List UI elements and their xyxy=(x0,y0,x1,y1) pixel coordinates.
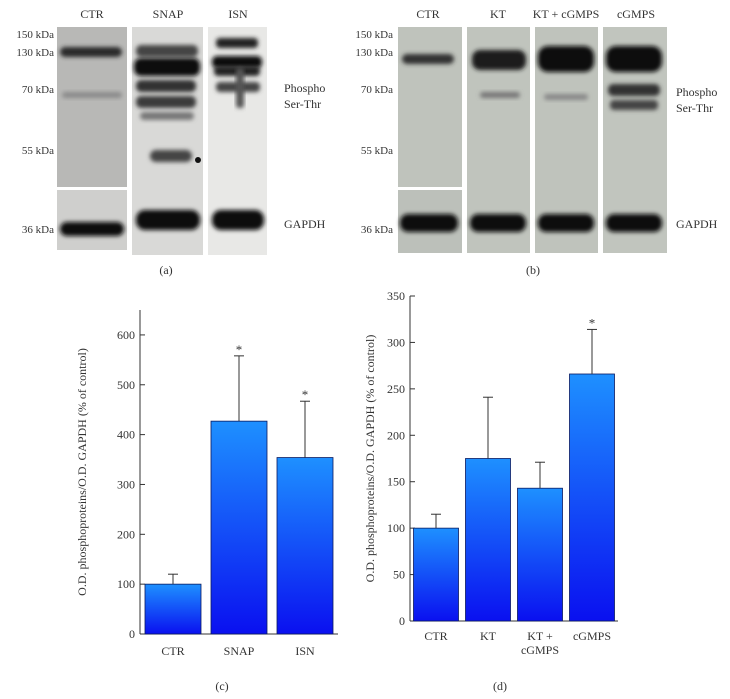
band-kt-b-70 xyxy=(480,92,520,98)
category-label-d-3: cGMPS xyxy=(573,629,611,643)
y-tick-label-d-3: 150 xyxy=(387,475,405,489)
band-ctr-70 xyxy=(62,92,122,98)
kda-label-150-b: 150 kDa xyxy=(355,29,393,41)
band-ctr-130 xyxy=(60,47,122,57)
kda-label-55-a: 55 kDa xyxy=(22,145,54,157)
bar-chart-d: 0 50 100 150 200 250 300 350 O.D. phosphoprotein… xyxy=(363,289,618,693)
category-label-c-2: ISN xyxy=(295,644,315,658)
band-snap-gapdh xyxy=(136,210,200,230)
y-tick-label-c-6: 600 xyxy=(117,328,135,342)
bar-d-1 xyxy=(465,458,511,622)
bar-c-2 xyxy=(276,457,334,635)
kda-label-55-b: 55 kDa xyxy=(361,145,393,157)
kda-label-36-a: 36 kDa xyxy=(22,224,54,236)
band-snap-65 xyxy=(140,112,194,120)
band-isn-smear xyxy=(236,68,244,108)
band-cgmps-b-gapdh xyxy=(606,214,662,232)
panel-label-c: (c) xyxy=(215,679,228,693)
ser-thr-label-b: Ser-Thr xyxy=(676,101,713,115)
kda-label-150-a: 150 kDa xyxy=(16,29,54,41)
band-kt-b-gapdh xyxy=(470,214,526,232)
significance-mark-c-2: * xyxy=(302,387,309,402)
bar-d-2 xyxy=(517,487,563,622)
band-ctr-b-gapdh xyxy=(400,214,458,232)
y-tick-label-d-1: 50 xyxy=(393,568,405,582)
y-tick-label-c-2: 200 xyxy=(117,527,135,541)
band-snap-130 xyxy=(134,58,200,76)
y-tick-label-d-0: 0 xyxy=(399,614,405,628)
y-tick-label-d-7: 350 xyxy=(387,289,405,303)
lane-label-cgmps-b: cGMPS xyxy=(617,7,655,21)
y-tick-label-c-5: 500 xyxy=(117,378,135,392)
kda-label-36-b: 36 kDa xyxy=(361,224,393,236)
panel-label-d: (d) xyxy=(493,679,507,693)
significance-mark-d-3: * xyxy=(589,315,596,330)
y-tick-label-d-4: 200 xyxy=(387,428,405,442)
y-tick-label-c-0: 0 xyxy=(129,627,135,641)
band-ktcgmps-b-130 xyxy=(538,46,594,72)
ser-thr-label-a: Ser-Thr xyxy=(284,97,321,111)
lane-label-ctr-a: CTR xyxy=(80,7,103,21)
blot-spot xyxy=(195,157,201,163)
bar-c-0 xyxy=(144,583,202,635)
lane-label-kt-b: KT xyxy=(490,7,507,21)
band-snap-70 xyxy=(136,96,196,108)
category-label-d-1: KT xyxy=(480,629,497,643)
band-ctr-b-130 xyxy=(402,54,454,64)
panel-label-a: (a) xyxy=(159,263,172,277)
gapdh-label-b: GAPDH xyxy=(676,217,718,231)
category-label-c-0: CTR xyxy=(161,644,184,658)
band-kt-b-130 xyxy=(472,50,526,70)
lane-label-ktcgmps-b: KT + cGMPS xyxy=(533,7,600,21)
panel-label-b: (b) xyxy=(526,263,540,277)
band-snap-90 xyxy=(136,80,196,92)
band-cgmps-b-80 xyxy=(608,84,660,96)
band-ctr-gapdh xyxy=(60,222,124,236)
gapdh-label-a: GAPDH xyxy=(284,217,326,231)
band-cgmps-b-70 xyxy=(610,100,658,110)
phospho-label-a: Phospho xyxy=(284,81,325,95)
y-tick-label-d-5: 250 xyxy=(387,382,405,396)
band-snap-55 xyxy=(150,150,192,162)
membrane-ctr-b xyxy=(398,27,462,187)
significance-mark-c-1: * xyxy=(236,342,243,357)
kda-label-130-a: 130 kDa xyxy=(16,47,54,59)
band-isn-gapdh xyxy=(212,210,264,230)
lane-label-snap-a: SNAP xyxy=(153,7,184,21)
kda-label-70-a: 70 kDa xyxy=(22,84,54,96)
y-tick-label-d-6: 300 xyxy=(387,335,405,349)
band-ktcgmps-b-70 xyxy=(544,94,588,100)
membrane-ctr-a-gapdh xyxy=(57,190,127,250)
bar-d-3 xyxy=(569,373,615,622)
band-snap-150 xyxy=(136,45,198,57)
kda-label-70-b: 70 kDa xyxy=(361,84,393,96)
category-label-d-0: CTR xyxy=(424,629,447,643)
bar-chart-c: 0 100 200 300 400 500 600 O.D. phosphoproteins/… xyxy=(75,310,338,693)
y-tick-label-d-2: 100 xyxy=(387,521,405,535)
y-tick-label-c-4: 400 xyxy=(117,428,135,442)
category-label-d-2-line1: cGMPS xyxy=(521,643,559,657)
blot-panel-b: CTR KT KT + cGMPS cGMPS 150 kDa 130 kDa … xyxy=(355,7,717,277)
bar-d-0 xyxy=(413,527,459,622)
y-axis-label-c: O.D. phosphoproteins/O.D. GAPDH (% of co… xyxy=(75,348,89,596)
category-label-c-1: SNAP xyxy=(224,644,255,658)
bar-c-1 xyxy=(210,420,268,635)
band-isn-130 xyxy=(212,56,262,68)
band-cgmps-b-130 xyxy=(606,46,662,72)
phospho-label-b: Phospho xyxy=(676,85,717,99)
y-tick-label-c-3: 300 xyxy=(117,477,135,491)
y-axis-label-d: O.D. phosphoproteins/O.D. GAPDH (% of co… xyxy=(363,335,377,583)
band-isn-150 xyxy=(216,38,258,48)
blot-panel-a: CTR SNAP ISN 150 kDa 130 kDa 70 kDa 55 k… xyxy=(16,7,325,277)
kda-label-130-b: 130 kDa xyxy=(355,47,393,59)
band-ktcgmps-b-gapdh xyxy=(538,214,594,232)
category-label-d-2-line0: KT + xyxy=(527,629,553,643)
lane-label-ctr-b: CTR xyxy=(416,7,439,21)
lane-label-isn-a: ISN xyxy=(228,7,248,21)
y-tick-label-c-1: 100 xyxy=(117,577,135,591)
